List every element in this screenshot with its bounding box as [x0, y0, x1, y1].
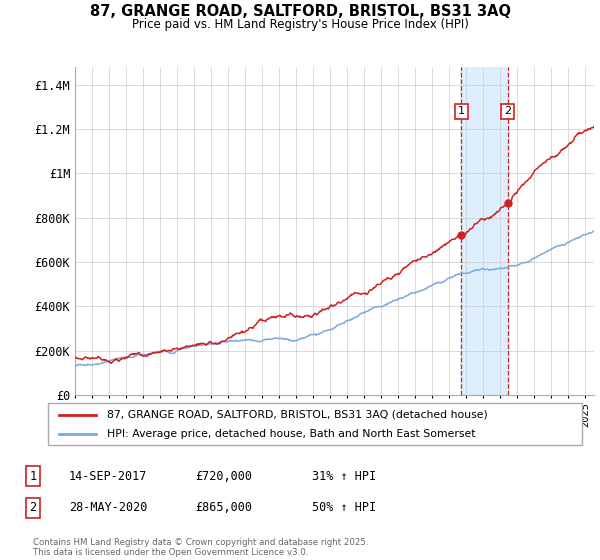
Text: 2: 2 — [29, 501, 37, 515]
Text: 14-SEP-2017: 14-SEP-2017 — [69, 469, 148, 483]
Text: Price paid vs. HM Land Registry's House Price Index (HPI): Price paid vs. HM Land Registry's House … — [131, 18, 469, 31]
Text: 50% ↑ HPI: 50% ↑ HPI — [312, 501, 376, 515]
Text: Contains HM Land Registry data © Crown copyright and database right 2025.
This d: Contains HM Land Registry data © Crown c… — [33, 538, 368, 557]
Text: 31% ↑ HPI: 31% ↑ HPI — [312, 469, 376, 483]
Text: 87, GRANGE ROAD, SALTFORD, BRISTOL, BS31 3AQ (detached house): 87, GRANGE ROAD, SALTFORD, BRISTOL, BS31… — [107, 409, 487, 419]
Text: HPI: Average price, detached house, Bath and North East Somerset: HPI: Average price, detached house, Bath… — [107, 429, 475, 439]
Text: 87, GRANGE ROAD, SALTFORD, BRISTOL, BS31 3AQ: 87, GRANGE ROAD, SALTFORD, BRISTOL, BS31… — [89, 4, 511, 19]
Bar — [461, 67, 508, 395]
Text: 1: 1 — [458, 106, 465, 116]
Text: 2: 2 — [504, 106, 511, 116]
Text: 28-MAY-2020: 28-MAY-2020 — [69, 501, 148, 515]
Text: £865,000: £865,000 — [195, 501, 252, 515]
Text: 1: 1 — [29, 469, 37, 483]
Text: £720,000: £720,000 — [195, 469, 252, 483]
